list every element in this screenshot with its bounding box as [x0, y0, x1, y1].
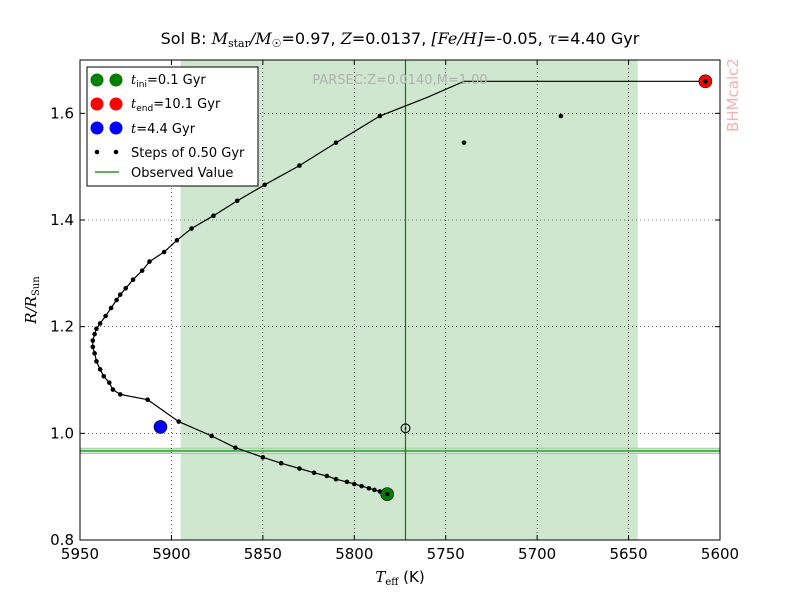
step-point [333, 476, 339, 482]
step-point [94, 326, 99, 332]
step-point [278, 460, 284, 466]
step-point [262, 182, 267, 188]
x-tick-label: 5850 [244, 545, 282, 563]
step-point [106, 380, 112, 385]
step-point [461, 140, 467, 145]
x-tick-label: 5600 [701, 545, 739, 563]
step-point [92, 331, 97, 337]
legend-marker [94, 149, 100, 155]
step-point [108, 305, 114, 311]
step-point [260, 455, 266, 460]
step-point [145, 397, 150, 403]
step-point [344, 479, 350, 485]
model-annotation: PARSEC:Z=0.0140,M=1.00 [312, 73, 487, 88]
legend-label-t-ini: tini=0.1 Gyr [131, 73, 206, 90]
step-point [92, 351, 97, 356]
x-axis-label: Teff (K) [375, 568, 424, 588]
x-tick-label: 5900 [152, 545, 190, 563]
step-point [211, 213, 216, 219]
legend-label-t: t=4.4 Gyr [131, 122, 196, 137]
y-tick-label: 1.4 [50, 211, 74, 229]
step-point [147, 259, 152, 264]
step-point [97, 367, 103, 372]
step-point [90, 344, 96, 350]
step-point [117, 292, 123, 297]
step-point [359, 483, 364, 489]
sun-symbol: ⊙ [399, 419, 412, 437]
legend-label-t-end: tend=10.1 Gyr [131, 97, 221, 114]
step-point [176, 419, 182, 424]
y-tick-label: 1.2 [50, 318, 74, 336]
step-point [351, 481, 357, 487]
legend-label-steps: Steps of 0.50 Gyr [131, 146, 245, 161]
step-point [161, 249, 167, 255]
step-point [123, 285, 129, 291]
legend-label-observed: Observed Value [131, 166, 233, 181]
legend-marker [109, 97, 123, 111]
chart-title: Sol B: Mstar/M☉=0.97, Z=0.0137, [Fe/H]=-… [161, 29, 640, 50]
legend-marker [90, 97, 104, 111]
marker-t [153, 420, 168, 434]
step-point [130, 277, 136, 283]
step-point [234, 198, 240, 204]
x-tick-label: 5700 [518, 545, 556, 563]
legend-marker [90, 121, 104, 135]
step-point [366, 485, 372, 491]
step-point [97, 321, 103, 326]
step-point [233, 445, 238, 451]
step-point [297, 466, 302, 471]
grid-lines [80, 60, 720, 540]
track-series [90, 79, 708, 497]
y-tick-label: 0.8 [50, 531, 74, 549]
axis-ticks: 5950 5900 5850 5800 5750 5700 5650 5600 0.8 1.0 1.… [50, 60, 739, 563]
step-point [558, 113, 564, 119]
step-point [333, 140, 339, 145]
step-point [324, 473, 330, 479]
step-point [117, 392, 123, 397]
step-point [311, 470, 317, 476]
step-point [101, 373, 107, 379]
legend-marker [113, 149, 119, 155]
step-point [90, 338, 96, 343]
x-tick-label: 5950 [61, 545, 99, 563]
step-point [174, 237, 180, 243]
step-point [384, 491, 390, 497]
legend-marker [109, 121, 123, 135]
watermark: BHMcalc2 [724, 58, 742, 132]
step-point [94, 359, 99, 364]
step-point [372, 487, 377, 493]
step-point [297, 163, 302, 168]
observed-lines [80, 60, 720, 540]
step-point [377, 113, 383, 119]
step-point [209, 433, 214, 439]
legend-marker [109, 73, 123, 87]
x-tick-label: 5750 [427, 545, 465, 563]
step-point [703, 79, 708, 84]
step-point [139, 268, 145, 273]
step-point [114, 297, 119, 303]
step-point [103, 313, 108, 319]
age-markers: ⊙ [153, 74, 713, 501]
legend: tini=0.1 Gyr tend=10.1 Gyr t=4.4 Gyr Ste… [86, 66, 259, 187]
legend-marker [90, 73, 104, 87]
y-tick-label: 1.6 [50, 104, 74, 122]
step-point [110, 387, 116, 392]
x-tick-label: 5800 [335, 545, 373, 563]
y-tick-label: 1.0 [50, 424, 74, 442]
plot-frame [79, 59, 721, 541]
x-tick-label: 5650 [609, 545, 647, 563]
y-axis-label: R/RSun [22, 276, 42, 325]
step-point [189, 226, 194, 231]
